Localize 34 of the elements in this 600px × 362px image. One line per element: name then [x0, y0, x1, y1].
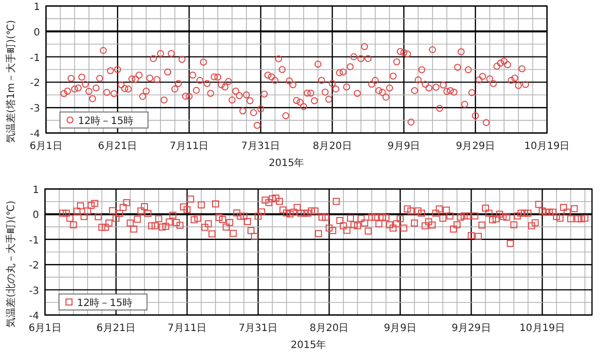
y-axis-title: 気温差(塔1m－大手町)(℃)	[5, 20, 17, 143]
x-tick-label: 6月21日	[98, 141, 138, 152]
x-tick-label: 9月9日	[384, 323, 417, 334]
x-tick-label: 8月20日	[312, 141, 352, 152]
x-tick-label: 6月21日	[96, 323, 136, 334]
x-tick-label: 10月19日	[520, 323, 565, 334]
x-tick-label: 10月19日	[524, 141, 570, 152]
y-tick-label: -2	[29, 260, 39, 272]
x-tick-label: 7月11日	[170, 141, 209, 152]
x-axis-title: 2015年	[290, 339, 326, 351]
legend-label: 12時－15時	[77, 297, 132, 309]
x-tick-label: 7月31日	[241, 141, 280, 152]
y-tick-label: 0	[32, 210, 39, 222]
x-tick-label: 7月11日	[168, 323, 207, 334]
y-tick-label: -1	[29, 235, 39, 246]
x-tick-label: 9月29日	[456, 141, 495, 152]
y-tick-label: -1	[30, 52, 40, 64]
y-tick-label: -3	[29, 286, 39, 297]
x-tick-label: 7月31日	[238, 323, 278, 334]
y-tick-label: -4	[30, 129, 40, 140]
x-tick-label: 6月1日	[28, 323, 62, 334]
y-tick-label: 1	[32, 185, 39, 196]
y-tick-label: -4	[29, 311, 39, 322]
y-tick-label: 1	[34, 2, 40, 13]
x-tick-label: 6月1日	[30, 141, 62, 152]
x-tick-label: 9月9日	[387, 141, 420, 152]
y-tick-label: -2	[30, 78, 40, 90]
y-axis-title: 気温差(北の丸－大手町)(℃)	[5, 200, 17, 328]
legend-label: 12時－15時	[78, 115, 134, 127]
y-tick-label: -3	[30, 104, 40, 115]
x-axis-title: 2015年	[268, 157, 304, 169]
x-tick-label: 9月29日	[452, 323, 491, 334]
x-tick-label: 8月20日	[310, 323, 349, 334]
y-tick-label: 0	[34, 27, 40, 38]
